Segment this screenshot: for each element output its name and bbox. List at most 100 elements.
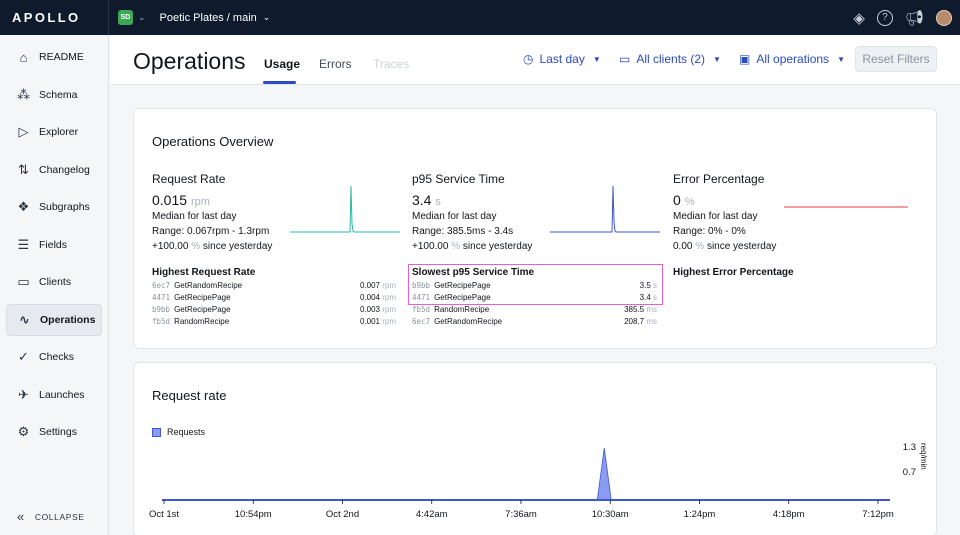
op-value-unit: ms [646,317,657,326]
op-value-unit: rpm [382,305,396,314]
x-tick-label: 4:42am [416,509,448,520]
change-value: +100.00 [152,241,189,252]
list-item[interactable]: 6ec7 GetRandomRecipe 0.007 rpm [152,280,396,292]
x-tick-label: Oct 2nd [326,509,359,520]
sidebar-item-settings[interactable]: ⚙ Settings [6,416,102,448]
sparkline-line [550,185,660,233]
sidebar-item-launches[interactable]: ✈ Launches [6,379,102,411]
highest-request-rate-list: Highest Request Rate 6ec7 GetRandomRecipe… [152,267,396,328]
op-value: 3.5 s [640,280,657,292]
op-id: b9bb [412,281,431,290]
metric-range: Range: 0% - 0% [673,226,746,237]
sidebar-item-clients[interactable]: ▭ Clients [6,266,102,298]
apollo-logo[interactable]: APOLLO [0,0,109,35]
operations-filter[interactable]: ▣ All operations ▼ [739,52,845,66]
request-rate-sparkline [290,185,400,233]
changelog-icon: ⇅ [18,161,29,177]
metric-range: Range: 0.067rpm - 1.3rpm [152,226,270,237]
operations-icon: ∿ [19,311,30,327]
sidebar-item-label: README [39,51,84,63]
sidebar-item-label: Schema [39,88,78,101]
since-label: since yesterday [462,241,533,252]
metric-name: Request Rate [152,172,226,186]
p95-sparkline [550,185,660,233]
op-label: fb5d RandomRecipe [412,304,489,316]
reset-filters-button[interactable]: Reset Filters [855,46,937,72]
list-item[interactable]: b9bb GetRecipePage 0.003 rpm [152,304,396,316]
settings-icon: ⚙ [17,424,30,439]
list-item[interactable]: fb5d RandomRecipe 385.5 ms [412,304,657,316]
op-value-number: 0.001 [359,317,380,326]
op-value: 385.5 ms [624,304,657,316]
metric-value-number: 0.015 [152,192,188,208]
op-name: GetRandomRecipe [434,317,503,326]
x-tick-label: 10:30am [592,509,629,520]
metric-unit: rpm [190,196,210,208]
op-value-number: 3.5 [639,281,651,290]
logo-text: APOLLO [12,10,81,25]
sidebar-item-changelog[interactable]: ⇅ Changelog [6,154,102,186]
legend-swatch [152,427,161,437]
op-id: fb5d [412,305,431,314]
tab-usage[interactable]: Usage [264,57,301,71]
sidebar-item-operations[interactable]: ∿ Operations [6,303,102,336]
help-icon[interactable]: ? [876,9,893,26]
sidebar-item-schema[interactable]: ⁂ Schema [6,79,102,111]
metric-value-number: 3.4 [412,192,432,208]
tab-errors[interactable]: Errors [319,57,352,71]
sidebar-item-label: Explorer [39,126,79,138]
list-title: Highest Error Percentage [673,267,794,278]
op-name: GetRecipePage [434,281,491,290]
list-item[interactable]: b9bb GetRecipePage 3.5 s [412,280,657,292]
op-value-unit: ms [646,305,657,314]
org-switcher[interactable]: SD ⌄ [118,10,146,25]
request-rate-title: Request rate [152,388,227,403]
sidebar-item-label: Clients [39,276,72,288]
op-value: 0.007 rpm [360,280,396,292]
clients-filter[interactable]: ▭ All clients (2) ▼ [619,52,721,66]
layers-icon[interactable]: ◈ [853,9,865,27]
error-percentage-metric: Error Percentage 0 % Median for last day… [673,172,776,253]
sidebar-item-readme[interactable]: ⌂ README [6,41,102,73]
list-item[interactable]: 6ec7 GetRandomRecipe 208.7 ms [412,316,657,328]
avatar[interactable] [936,9,952,26]
sidebar-item-label: Fields [39,238,68,251]
op-value: 3.4 s [640,292,657,304]
chart-legend[interactable]: Requests [152,427,205,437]
metric-name: Error Percentage [673,172,765,186]
sidebar-item-label: Changelog [39,163,90,176]
announcement-icon[interactable]: 📢︎ [904,9,924,27]
list-item[interactable]: fb5d RandomRecipe 0.001 rpm [152,316,396,328]
collapse-icon: « [17,509,25,524]
sidebar-item-explorer[interactable]: ▷ Explorer [6,116,102,148]
metric-change: 0.00 % since yesterday [673,241,776,253]
launches-icon: ✈ [18,386,29,402]
time-filter[interactable]: ◷ Last day ▼ [523,52,601,66]
metric-value: 0 % [673,192,776,208]
op-value-unit: rpm [382,317,396,326]
sidebar-item-subgraphs[interactable]: ❖ Subgraphs [6,191,102,223]
collapse-button[interactable]: « COLLAPSE [17,509,85,524]
metric-change: +100.00 % since yesterday [152,241,272,253]
op-value: 208.7 ms [624,316,657,328]
sidebar-item-label: Subgraphs [39,201,90,213]
graph-variant-switcher[interactable]: Poetic Plates / main ⌄ [160,12,271,24]
metric-range: Range: 385.5ms - 3.4s [412,226,514,237]
pct-sign: % [695,241,705,252]
op-id: 6ec7 [152,281,171,290]
y-tick-label: 0.7 [903,467,916,478]
list-item[interactable]: 4471 GetRecipePage 3.4 s [412,292,657,304]
x-tick-label: 1:24pm [684,509,716,520]
op-value: 0.004 rpm [360,292,396,304]
x-tick-label: 10:54pm [235,509,272,520]
op-value-number: 208.7 [624,317,645,326]
since-label: since yesterday [202,241,273,252]
request-rate-metric: Request Rate 0.015 rpm Median for last d… [152,172,272,253]
sidebar-item-label: Checks [39,351,75,363]
list-item[interactable]: 4471 GetRecipePage 0.004 rpm [152,292,396,304]
chevron-down-icon: ▼ [713,54,721,64]
sidebar-item-checks[interactable]: ✓ Checks [6,341,102,373]
sidebar-item-fields[interactable]: ☰ Fields [6,229,102,261]
op-label: fb5d RandomRecipe [152,316,229,328]
op-value: 0.001 rpm [360,316,396,328]
